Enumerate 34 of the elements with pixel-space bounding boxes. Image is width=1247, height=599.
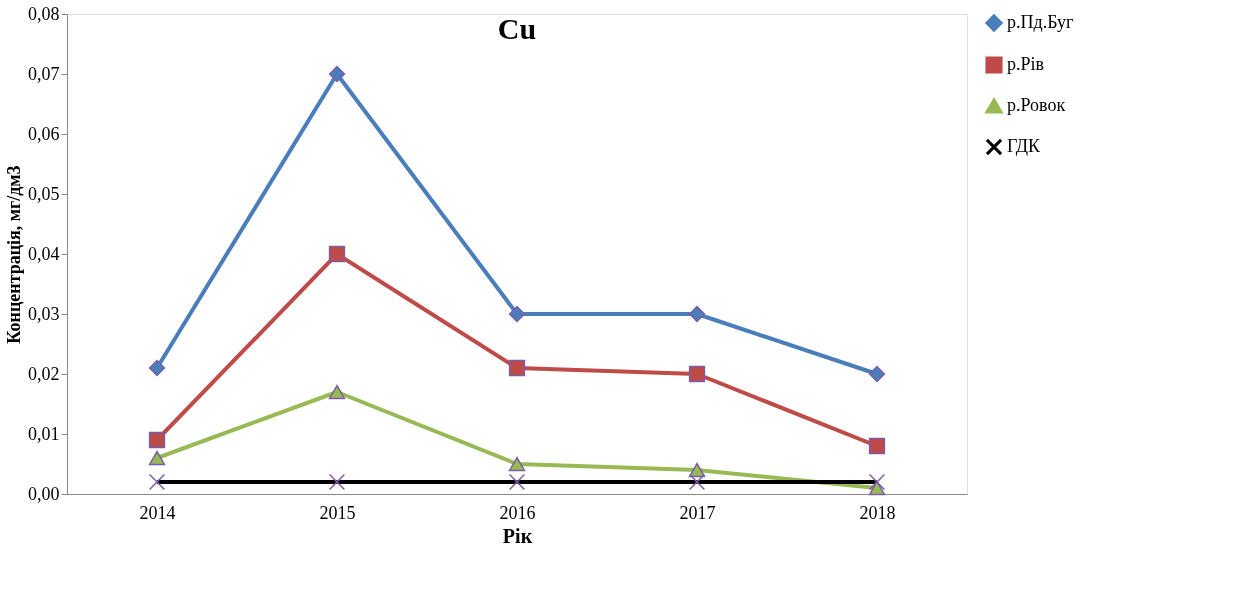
point (148, 450, 166, 466)
y-axis-title: Концентрація, мг/дм3 (4, 165, 24, 344)
y-tick-label: 0,07 (28, 63, 60, 84)
point (328, 65, 346, 83)
point (148, 359, 166, 377)
y-tick-label: 0,02 (28, 363, 60, 384)
point (328, 245, 346, 263)
x-tick-label: 2014 (139, 502, 176, 523)
y-tick-label: 0,03 (28, 303, 60, 324)
y-tick-label: 0,05 (28, 183, 60, 204)
y-tick-label: 0,01 (28, 423, 60, 444)
y-tick-label: 0,00 (28, 483, 60, 504)
x-tick-label: 2015 (319, 502, 356, 523)
chart-title: Cu (497, 12, 537, 45)
legend-label: р.Пд.Буг (1007, 12, 1074, 32)
point (508, 456, 526, 472)
legend-label: р.Ровок (1007, 95, 1066, 115)
legend-label: ГДК (1007, 136, 1042, 156)
point (508, 305, 526, 323)
x-tick-label: 2018 (859, 502, 896, 523)
y-tick-label: 0,04 (28, 243, 60, 264)
point (688, 305, 706, 323)
x-tick-label: 2016 (499, 502, 536, 523)
legend-label: р.Рів (1007, 54, 1045, 74)
point (508, 359, 526, 377)
x-axis-title: Рік (502, 524, 533, 547)
point (688, 365, 706, 383)
point (868, 365, 886, 383)
point (328, 384, 346, 400)
x-tick-label: 2017 (679, 502, 716, 523)
y-tick-label: 0,06 (28, 123, 60, 144)
y-tick-label: 0,08 (28, 3, 60, 24)
point (148, 431, 166, 449)
point (868, 437, 886, 455)
